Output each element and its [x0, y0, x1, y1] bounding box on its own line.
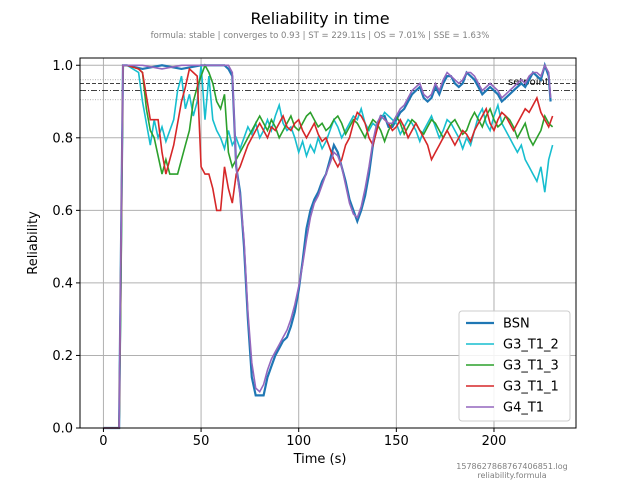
- chart-subtitle: formula: stable | converges to 0.93 | ST…: [151, 31, 490, 41]
- legend-label: G3_T1_3: [503, 359, 559, 374]
- y-tick-label: 0.0: [52, 422, 73, 437]
- legend-label: G4_T1: [503, 401, 544, 416]
- x-tick-label: 50: [193, 434, 210, 449]
- legend-label: G3_T1_1: [503, 380, 559, 395]
- y-tick-label: 0.6: [52, 204, 73, 219]
- x-tick-label: 100: [286, 434, 311, 449]
- legend-label: G3_T1_2: [503, 338, 559, 353]
- y-axis-label: Reliability: [26, 211, 41, 275]
- legend: BSN G3_T1_2 G3_T1_3 G3_T1_1 G4_T1: [458, 310, 571, 422]
- x-tick-label: 0: [99, 434, 107, 449]
- legend-label: BSN: [503, 317, 530, 332]
- x-ticks: 0 50 100 150 200: [99, 428, 506, 449]
- x-tick-label: 200: [482, 434, 507, 449]
- y-tick-label: 0.4: [52, 276, 73, 291]
- x-axis-label: Time (s): [293, 452, 347, 467]
- legend-box: [458, 310, 571, 422]
- x-tick-label: 150: [384, 434, 409, 449]
- y-tick-label: 0.2: [52, 349, 73, 364]
- series-line-g3-t1-1: [103, 64, 554, 429]
- footer-log-name: 1578627868767406851.log: [456, 462, 567, 471]
- series-lines: [103, 61, 554, 430]
- y-tick-label: 0.8: [52, 131, 73, 146]
- series-line-g4-t1: [103, 63, 552, 429]
- plot-frame: [79, 57, 577, 429]
- y-ticks: 0.0 0.2 0.4 0.6 0.8 1.0: [52, 59, 80, 437]
- chart-title: Reliability in time: [250, 9, 389, 28]
- y-tick-label: 1.0: [52, 59, 73, 74]
- footer-formula-name: reliability.formula: [477, 471, 546, 480]
